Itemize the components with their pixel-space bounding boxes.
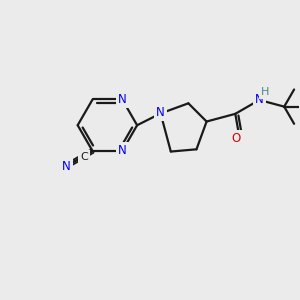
Text: C: C xyxy=(80,152,88,161)
Text: H: H xyxy=(261,87,269,97)
Text: N: N xyxy=(118,145,127,158)
Text: N: N xyxy=(118,93,127,106)
Text: N: N xyxy=(62,160,71,173)
Text: O: O xyxy=(232,132,241,145)
Text: N: N xyxy=(156,106,165,119)
Text: N: N xyxy=(255,94,264,106)
